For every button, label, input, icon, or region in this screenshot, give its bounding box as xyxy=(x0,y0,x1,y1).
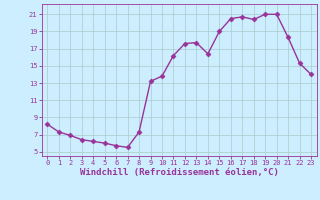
X-axis label: Windchill (Refroidissement éolien,°C): Windchill (Refroidissement éolien,°C) xyxy=(80,168,279,177)
